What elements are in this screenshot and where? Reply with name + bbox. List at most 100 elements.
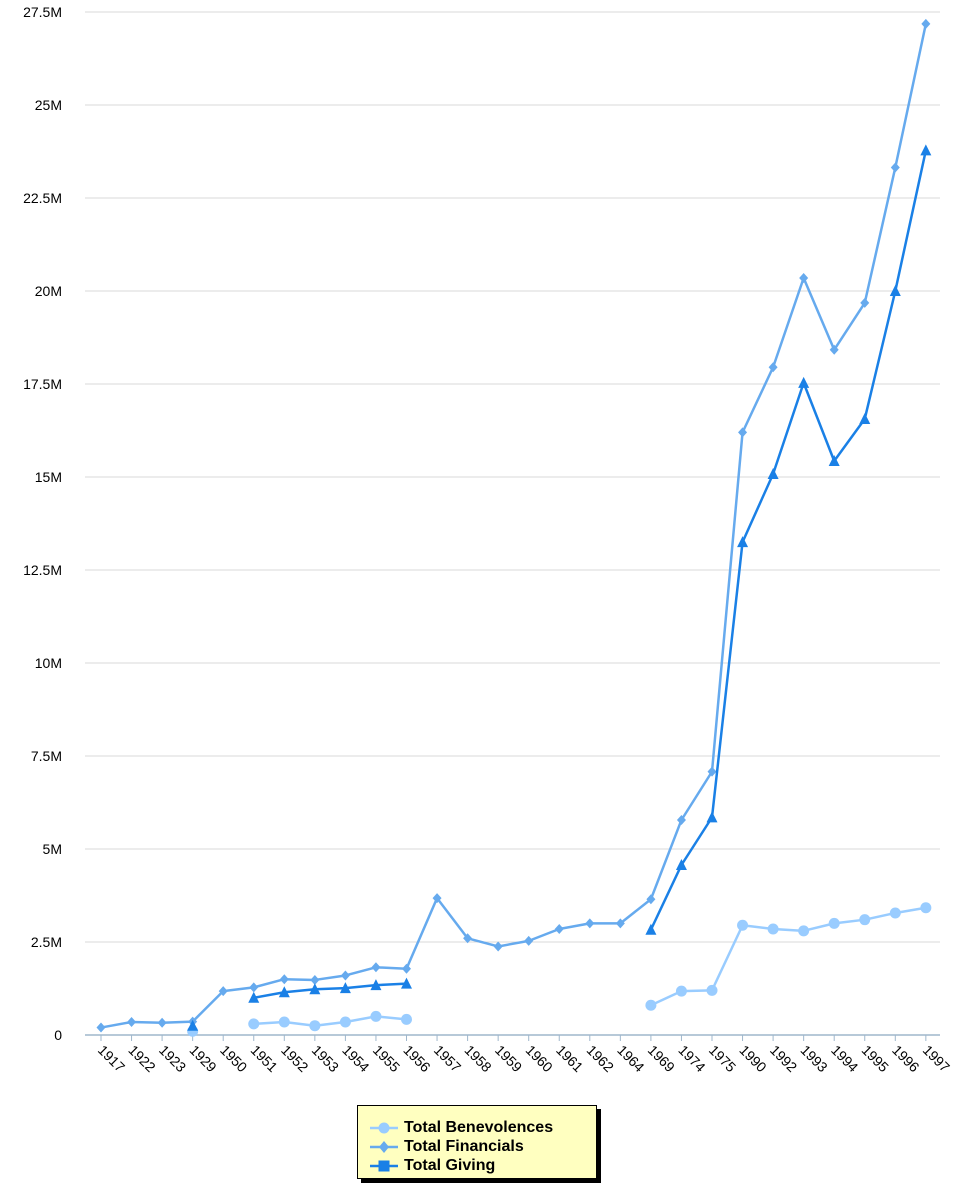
data-point[interactable] [96,1022,106,1033]
x-tick-label: 1958 [461,1042,494,1075]
data-point[interactable] [920,902,932,914]
data-point[interactable] [248,1018,260,1030]
legend-item-giving[interactable]: Total Giving [370,1156,596,1175]
data-point[interactable] [493,941,503,952]
data-point[interactable] [463,933,473,944]
diamond-marker-icon [370,1140,398,1154]
data-point[interactable] [767,468,779,480]
data-point[interactable] [828,917,840,929]
chart-legend: Total Benevolences Total Financials Tota… [357,1105,597,1179]
series-total-financials [96,18,931,1033]
x-tick-label: 1959 [492,1042,525,1075]
data-point[interactable] [737,536,749,548]
data-point[interactable] [921,18,931,29]
x-tick-label: 1957 [431,1042,464,1075]
data-point[interactable] [340,970,350,981]
data-point[interactable] [370,1010,382,1022]
data-point[interactable] [737,919,749,931]
data-point[interactable] [799,272,809,283]
legend-item-financials[interactable]: Total Financials [370,1137,596,1156]
data-point[interactable] [339,1016,351,1028]
y-tick-label: 20M [35,283,62,299]
series-group [96,18,932,1037]
data-point[interactable] [309,983,321,995]
y-tick-label: 27.5M [23,4,62,20]
y-tick-label: 2.5M [31,934,62,950]
x-tick-label: 1955 [370,1042,403,1075]
x-tick-label: 1929 [187,1042,220,1075]
data-point[interactable] [889,907,901,919]
data-point[interactable] [249,982,259,993]
data-point[interactable] [339,982,351,994]
x-tick-label: 1922 [125,1042,158,1075]
y-tick-label: 10M [35,655,62,671]
data-point[interactable] [615,918,625,929]
data-point[interactable] [645,999,657,1011]
data-point[interactable] [524,935,534,946]
data-point[interactable] [432,893,442,904]
data-point[interactable] [371,962,381,973]
data-point[interactable] [675,858,687,870]
x-tick-label: 1969 [645,1042,678,1075]
data-point[interactable] [889,285,901,296]
data-point[interactable] [860,297,870,308]
data-point[interactable] [676,814,686,825]
data-point[interactable] [554,923,564,934]
data-point[interactable] [646,894,656,905]
legend-label: Total Financials [404,1137,524,1155]
data-point[interactable] [798,925,810,937]
data-point[interactable] [706,811,718,823]
data-point[interactable] [859,412,871,424]
data-point[interactable] [798,376,810,388]
x-tick-label: 1997 [920,1042,953,1075]
x-tick-label: 1964 [614,1042,647,1075]
x-tick-label: 1951 [248,1042,281,1075]
line-chart: 0 2.5M 5M 7.5M 10M 12.5M 15M 17.5M 20M 22.5M 25M 27… [23,4,953,1075]
x-tick-label: 1953 [309,1042,342,1075]
data-point[interactable] [707,766,717,777]
data-point[interactable] [401,1013,412,1025]
data-point[interactable] [768,362,778,373]
data-point[interactable] [859,914,871,926]
data-point[interactable] [218,986,228,997]
series-line [649,150,928,931]
series-line [650,906,927,1007]
data-point[interactable] [402,963,411,974]
y-tick-label: 15M [35,469,62,485]
data-point[interactable] [401,977,412,989]
x-tick-label: 1974 [675,1042,708,1075]
data-point[interactable] [370,979,382,991]
data-point[interactable] [279,974,289,985]
x-tick-label: 1995 [859,1042,892,1075]
circle-marker-icon [370,1121,398,1135]
x-axis [85,1034,940,1041]
data-point[interactable] [309,1020,321,1032]
legend-label: Total Benevolences [404,1118,554,1136]
data-point[interactable] [585,918,595,929]
data-point[interactable] [127,1016,137,1027]
data-point[interactable] [157,1017,167,1028]
data-point[interactable] [278,1016,290,1028]
data-point[interactable] [828,455,840,467]
y-tick-label: 5M [43,841,62,857]
x-tick-label: 1956 [400,1042,433,1075]
data-point[interactable] [278,986,290,998]
data-point[interactable] [767,923,779,935]
data-point[interactable] [829,344,839,355]
gridlines [85,11,940,943]
x-tick-label: 1954 [339,1042,372,1075]
x-tick-label: 1994 [828,1042,861,1075]
data-point[interactable] [706,984,718,996]
data-point[interactable] [248,991,260,1003]
data-point[interactable] [890,162,900,173]
x-tick-label: 1961 [553,1042,586,1075]
legend-item-benevolences[interactable]: Total Benevolences [370,1118,596,1137]
data-point[interactable] [675,985,687,997]
data-point[interactable] [645,923,657,935]
data-point[interactable] [187,1019,199,1031]
x-axis-labels: 1917192219231929195019511952195319541955… [95,1042,953,1075]
data-point[interactable] [310,974,320,985]
data-point[interactable] [738,427,748,438]
data-point[interactable] [920,144,932,156]
y-tick-label: 22.5M [23,190,62,206]
